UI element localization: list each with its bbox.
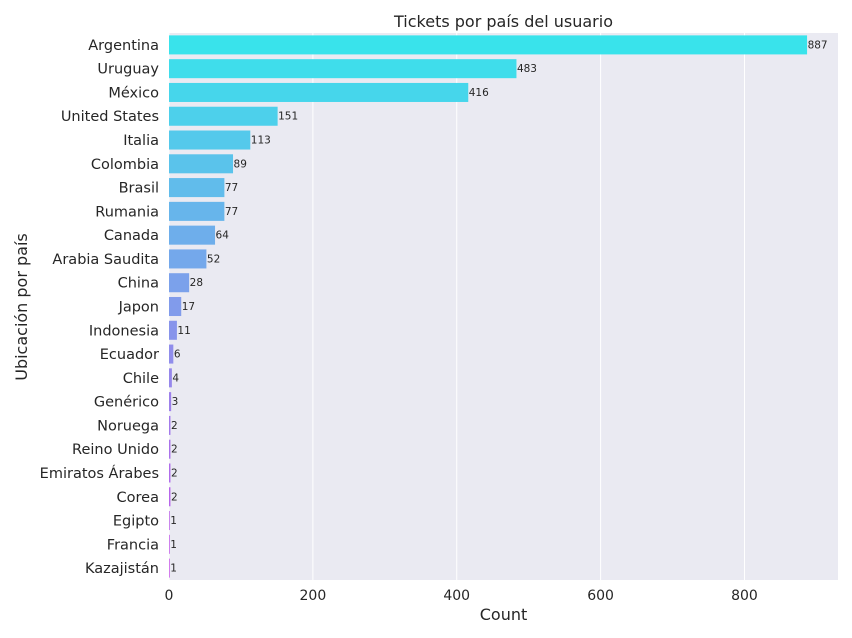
data-label: 77 <box>225 206 238 218</box>
data-label: 64 <box>216 230 230 242</box>
bar <box>169 439 171 459</box>
x-tick-label: 600 <box>587 588 614 604</box>
y-tick-label: United States <box>61 109 159 125</box>
data-label: 2 <box>171 420 178 432</box>
data-label: 28 <box>190 277 203 289</box>
y-tick-label: Reino Unido <box>72 442 159 458</box>
y-tick-label: Colombia <box>91 157 159 173</box>
y-tick-label: Japon <box>118 300 159 316</box>
bar <box>169 320 177 340</box>
data-label: 3 <box>172 396 179 408</box>
bar <box>169 178 225 198</box>
y-tick-label: Emiratos Árabes <box>40 465 159 482</box>
data-label: 2 <box>171 444 178 456</box>
data-label: 151 <box>278 111 298 123</box>
data-label: 1 <box>170 539 177 551</box>
bar <box>169 273 190 293</box>
x-tick-label: 400 <box>443 588 470 604</box>
y-tick-label: Ecuador <box>100 347 159 363</box>
data-label: 4 <box>172 372 179 384</box>
bar <box>169 225 216 245</box>
y-tick-label: Argentina <box>88 38 159 54</box>
bar <box>169 59 517 79</box>
bar <box>169 82 469 102</box>
y-tick-label: China <box>118 276 159 292</box>
bar <box>169 154 234 174</box>
y-tick-label: México <box>108 85 159 101</box>
y-tick-label: Rumania <box>95 204 159 220</box>
data-label: 1 <box>170 563 177 575</box>
y-tick-label: Canada <box>104 228 159 244</box>
data-label: 89 <box>234 158 247 170</box>
bar <box>169 392 172 412</box>
plot-background <box>169 33 838 580</box>
data-label: 113 <box>251 135 271 147</box>
bar <box>169 415 171 435</box>
data-labels: 8874834161511138977776452281711643222211… <box>170 39 827 574</box>
y-tick-label: Uruguay <box>97 62 159 78</box>
x-tick-label: 800 <box>731 588 758 604</box>
bar <box>169 296 182 317</box>
data-label: 2 <box>171 491 178 503</box>
y-tick-label: Chile <box>123 371 159 387</box>
x-tick-labels: 0 200 400 600 800 <box>165 588 758 604</box>
x-tick-label: 200 <box>300 588 327 604</box>
bar <box>169 368 172 388</box>
bars-group <box>169 35 808 578</box>
bar <box>169 558 170 578</box>
data-label: 483 <box>517 63 537 75</box>
y-tick-label: Genérico <box>94 395 159 411</box>
y-tick-label: Egipto <box>113 514 159 530</box>
y-axis-label: Ubicación por país <box>12 233 31 381</box>
bar <box>169 511 170 531</box>
bar <box>169 201 225 221</box>
y-tick-label: Arabia Saudita <box>52 252 159 268</box>
bar <box>169 344 174 364</box>
data-label: 77 <box>225 182 238 194</box>
bar <box>169 487 171 507</box>
y-tick-label: Kazajistán <box>85 561 159 577</box>
x-tick-label: 0 <box>165 588 174 604</box>
y-tick-label: Corea <box>117 490 159 506</box>
data-label: 1 <box>170 515 177 527</box>
y-tick-label: Italia <box>123 133 159 149</box>
data-label: 52 <box>207 253 220 265</box>
bar <box>169 106 278 126</box>
y-tick-label: Brasil <box>119 181 159 197</box>
data-label: 2 <box>171 467 178 479</box>
y-tick-label: Noruega <box>97 418 159 434</box>
data-label: 887 <box>808 39 828 51</box>
data-label: 6 <box>174 349 181 361</box>
bar <box>169 463 171 483</box>
bar <box>169 534 170 554</box>
data-label: 17 <box>182 301 195 313</box>
x-axis-label: Count <box>480 605 528 624</box>
y-tick-labels: Argentina Uruguay México United States Itali… <box>40 38 160 577</box>
y-tick-label: Indonesia <box>89 323 159 339</box>
bar <box>169 35 808 55</box>
data-label: 416 <box>469 87 489 99</box>
bar <box>169 130 251 150</box>
bar <box>169 249 207 269</box>
y-tick-label: Francia <box>107 537 159 553</box>
chart-title: Tickets por país del usuario <box>393 12 613 31</box>
data-label: 11 <box>177 325 190 337</box>
